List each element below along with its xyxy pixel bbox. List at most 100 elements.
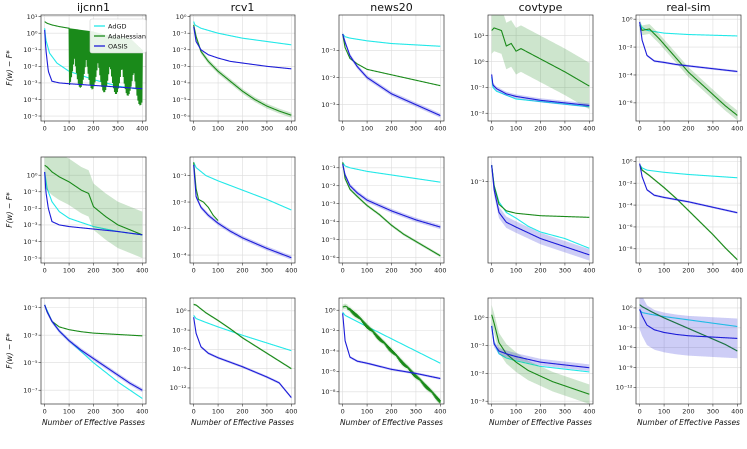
y-tick-label: 10⁻⁶ xyxy=(172,346,187,354)
y-tick-label: 10⁻³ xyxy=(470,398,485,406)
column-title-covtype: covtype xyxy=(519,1,563,14)
x-tick-label: 300 xyxy=(410,125,422,133)
line-AdGD xyxy=(342,311,441,364)
y-tick-label: 10⁻⁴ xyxy=(23,238,38,246)
x-tick-label: 0 xyxy=(192,408,196,416)
series-group xyxy=(639,19,738,121)
x-tick-label: 100 xyxy=(510,125,522,133)
x-tick-label: 0 xyxy=(192,125,196,133)
y-tick-label: 10⁰ xyxy=(176,13,187,21)
panel-r0-c4: 0 100 200 300 400 10⁻⁶ 10⁻⁴ 10⁻² 10⁰ xyxy=(618,14,744,133)
y-tick-label: 10⁻⁴ xyxy=(23,96,38,104)
y-tick-label: 10⁻⁹ xyxy=(618,364,633,372)
line-AdaHessian xyxy=(639,24,738,116)
x-tick-label: 100 xyxy=(63,408,75,416)
line-OASIS xyxy=(491,325,590,369)
line-AdGD xyxy=(491,165,590,249)
series-group xyxy=(44,302,143,399)
y-tick-label: 10⁻¹ xyxy=(23,46,38,54)
line-AdaHessian xyxy=(342,33,441,87)
x-tick-label: 200 xyxy=(87,125,99,133)
x-tick-label: 400 xyxy=(434,125,446,133)
x-tick-label: 400 xyxy=(285,408,297,416)
panel-r2-c2: 0 100 200 300 400 10⁻⁸ 10⁻⁶ 10⁻⁴ 10⁻² 10⁰ Number o… xyxy=(321,297,447,427)
band-OASIS xyxy=(491,159,590,261)
x-tick-label: 400 xyxy=(583,408,595,416)
line-OASIS xyxy=(342,164,441,228)
y-tick-label: 10⁻³ xyxy=(23,79,38,87)
band-AdaHessian xyxy=(491,304,590,404)
y-tick-label: 10⁰ xyxy=(622,304,633,312)
x-tick-label: 300 xyxy=(410,408,422,416)
line-OASIS xyxy=(193,317,292,398)
series-group xyxy=(491,159,590,261)
x-tick-label: 300 xyxy=(559,267,571,275)
x-tick-label: 200 xyxy=(682,125,694,133)
panel-r1-c3: 0 100 200 300 400 10⁻¹ xyxy=(470,156,596,275)
line-AdaHessian xyxy=(639,304,738,352)
x-tick-label: 300 xyxy=(261,408,273,416)
y-tick-label: 10⁻⁷ xyxy=(23,387,38,395)
line-OASIS xyxy=(44,304,143,391)
x-tick-label: 300 xyxy=(112,125,124,133)
column-title-real-sim: real-sim xyxy=(666,1,710,14)
series-group xyxy=(491,304,590,404)
x-tick-label: 0 xyxy=(638,408,642,416)
series-group xyxy=(491,15,590,110)
y-tick-label: 10⁰ xyxy=(622,15,633,23)
y-tick-label: 10⁻⁸ xyxy=(321,388,336,396)
series-group xyxy=(193,303,292,399)
line-AdGD xyxy=(342,162,441,183)
y-tick-label: 10⁻⁵ xyxy=(23,359,38,367)
series-group xyxy=(193,21,292,118)
panel-r1-c4: 0 100 200 300 400 10⁻⁸ 10⁻⁶ 10⁻⁴ 10⁻² 10⁰ xyxy=(618,156,744,275)
legend-label-OASIS: OASIS xyxy=(108,42,128,50)
y-tick-label: 10⁻¹ xyxy=(470,84,485,92)
line-AdGD xyxy=(193,315,292,352)
y-tick-label: 10⁻¹ xyxy=(321,47,336,55)
band-OASIS xyxy=(342,162,441,230)
x-tick-label: 300 xyxy=(261,267,273,275)
panel-r1-c1: 0 100 200 300 400 10⁻⁴ 10⁻³ 10⁻² 10⁻¹ xyxy=(172,156,298,275)
panel-r1-c2: 0 100 200 300 400 10⁻⁶ 10⁻⁵ 10⁻⁴ 10⁻³ 10⁻² 10⁻¹ xyxy=(321,156,447,275)
x-tick-label: 300 xyxy=(707,267,719,275)
line-AdGD xyxy=(639,23,738,37)
x-tick-label: 400 xyxy=(434,408,446,416)
line-AdGD xyxy=(639,164,738,179)
panel-r0-c2: 0 100 200 300 400 10⁻³ 10⁻² 10⁻¹ xyxy=(321,14,447,133)
line-AdaHessian xyxy=(491,314,590,395)
x-tick-label: 0 xyxy=(192,267,196,275)
x-tick-label: 400 xyxy=(731,408,743,416)
panel-r2-c0: 0 100 200 300 400 10⁻⁷ 10⁻⁵ 10⁻³ 10⁻¹ F(w) − F* Nu… xyxy=(5,297,149,427)
x-tick-label: 400 xyxy=(731,267,743,275)
x-tick-label: 300 xyxy=(559,408,571,416)
x-tick-label: 0 xyxy=(43,408,47,416)
y-tick-label: 10⁻⁹ xyxy=(172,365,187,373)
line-AdaHessian xyxy=(342,305,441,404)
line-AdGD xyxy=(491,76,590,108)
band-AdaHessian xyxy=(639,303,738,352)
x-tick-label: 0 xyxy=(341,125,345,133)
x-tick-label: 200 xyxy=(682,408,694,416)
band-OASIS xyxy=(342,31,441,118)
series-group xyxy=(342,160,441,258)
y-tick-label: 10¹ xyxy=(474,32,485,40)
x-tick-label: 300 xyxy=(707,125,719,133)
y-tick-label: 10⁻² xyxy=(23,63,38,71)
y-tick-label: 10⁻⁴ xyxy=(321,347,336,355)
y-tick-label: 10⁻¹² xyxy=(170,384,187,392)
x-axis-label: Number of Effective Passes xyxy=(191,418,294,427)
band-AdaHessian xyxy=(491,15,590,110)
y-tick-label: 10⁻² xyxy=(470,370,485,378)
y-tick-label: 10⁻¹ xyxy=(23,188,38,196)
line-OASIS xyxy=(491,165,590,256)
y-tick-label: 10⁻⁴ xyxy=(321,218,336,226)
y-tick-label: 10⁻³ xyxy=(618,324,633,332)
band-OASIS xyxy=(44,302,143,393)
y-tick-label: 10⁻² xyxy=(321,182,336,190)
x-tick-label: 200 xyxy=(87,408,99,416)
x-tick-label: 200 xyxy=(534,267,546,275)
panel-r1-c0: 0 100 200 300 400 10⁻⁵ 10⁻⁴ 10⁻³ 10⁻² 10⁻¹ 10⁰ F(w)… xyxy=(5,156,149,275)
y-tick-label: 10⁻⁵ xyxy=(23,112,38,120)
